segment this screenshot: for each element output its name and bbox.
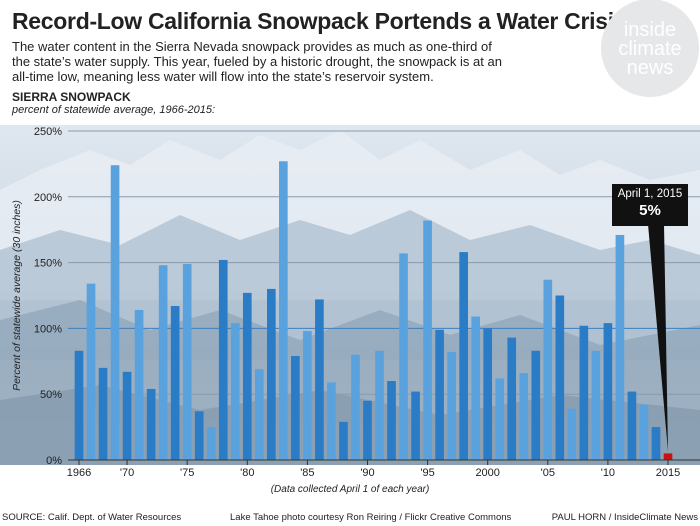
x-tick-label: 2000 — [475, 467, 499, 479]
y-tick-label: 150% — [34, 258, 62, 270]
x-axis-note: (Data collected April 1 of each year) — [270, 484, 430, 495]
bar-1999 — [471, 316, 480, 460]
bar-1968 — [98, 367, 108, 460]
x-tick-label: '05 — [541, 467, 555, 479]
bar-2008 — [579, 325, 589, 460]
bar-1998 — [459, 252, 468, 460]
bar-2000 — [483, 328, 493, 460]
bar-1973 — [158, 265, 168, 460]
bar-2006 — [555, 295, 565, 460]
bar-1980 — [242, 292, 252, 460]
bar-1987 — [327, 382, 336, 460]
y-axis-ticks: 0% 50% 100% 150% 200% 250% — [34, 126, 62, 467]
bar-1983 — [279, 161, 288, 460]
bar-2015 — [663, 453, 673, 460]
logo-line-2: climate — [618, 38, 682, 60]
bar-2001 — [495, 378, 505, 460]
callout-box: April 1, 2015 5% — [612, 184, 688, 226]
bar-1994 — [411, 391, 420, 460]
callout-pointer — [648, 224, 668, 452]
y-tick-label: 200% — [34, 192, 62, 204]
y-axis-label: Percent of statewide average (30 inches) — [11, 200, 23, 391]
section-subtitle: percent of statewide average, 1966-2015: — [12, 104, 216, 116]
y-tick-label: 50% — [40, 389, 62, 401]
x-tick-label: '80 — [240, 467, 254, 479]
bar-2005 — [543, 279, 553, 460]
x-tick-label: '10 — [601, 467, 615, 479]
y-tick-label: 100% — [34, 323, 62, 335]
x-tick-label: '95 — [420, 467, 434, 479]
page-subtitle: The water content in the Sierra Nevada s… — [12, 39, 502, 84]
bar-1984 — [291, 356, 300, 460]
bar-2012 — [627, 391, 637, 460]
bar-2004 — [531, 350, 541, 460]
bar-1995 — [423, 220, 432, 460]
x-tick-label: '75 — [180, 467, 194, 479]
x-tick-label: '85 — [300, 467, 314, 479]
bar-2009 — [591, 350, 601, 460]
bar-1971 — [134, 309, 144, 460]
bars — [74, 161, 673, 460]
x-axis-ticks: 1966 '70 '75 '80 '85 '90 '95 2000 '05 '10 2015 — [67, 460, 680, 479]
bar-1977 — [206, 427, 216, 460]
bar-1989 — [351, 354, 360, 460]
inside-climate-news-logo: inside climate news — [601, 0, 699, 97]
bar-1993 — [399, 253, 408, 460]
x-tick-label: 1966 — [67, 467, 91, 479]
bar-1967 — [86, 283, 96, 460]
bar-1975 — [182, 263, 192, 460]
bar-1974 — [170, 306, 180, 460]
bar-1997 — [447, 352, 456, 460]
bar-2002 — [507, 337, 517, 460]
bar-1970 — [122, 371, 132, 460]
bar-1996 — [435, 329, 444, 460]
x-tick-label: '70 — [120, 467, 134, 479]
bar-1976 — [194, 411, 204, 460]
bar-1979 — [230, 323, 240, 460]
logo-line-3: news — [626, 57, 674, 79]
bar-1985 — [303, 331, 312, 460]
photo-credit: Lake Tahoe photo courtesy Ron Reiring / … — [230, 512, 512, 523]
page-title: Record-Low California Snowpack Portends … — [12, 8, 627, 34]
bar-2013 — [639, 404, 649, 460]
bar-2010 — [603, 323, 613, 460]
bar-1972 — [146, 388, 156, 460]
author-credit: PAUL HORN / InsideClimate News — [551, 512, 698, 523]
logo-line-1: inside — [623, 19, 677, 41]
bar-2003 — [519, 373, 529, 460]
callout-date: April 1, 2015 — [617, 188, 683, 200]
bar-1966 — [74, 350, 84, 460]
bar-1969 — [110, 165, 120, 460]
bar-1990 — [363, 400, 372, 460]
section-title: SIERRA SNOWPACK — [12, 90, 131, 104]
x-tick-label: '90 — [360, 467, 374, 479]
bar-2011 — [615, 234, 625, 460]
bar-2007 — [567, 408, 577, 460]
y-tick-label: 0% — [46, 455, 62, 467]
x-tick-label: 2015 — [656, 467, 680, 479]
y-tick-label: 250% — [34, 126, 62, 138]
source-credit: SOURCE: Calif. Dept. of Water Resources — [2, 512, 182, 523]
bar-1986 — [315, 299, 324, 460]
background-photo — [0, 125, 700, 465]
bar-1981 — [254, 369, 264, 460]
bar-1978 — [218, 259, 228, 460]
bar-2014 — [651, 427, 661, 460]
callout-value: 5% — [639, 202, 661, 219]
bar-1992 — [387, 381, 396, 460]
bar-1988 — [339, 421, 348, 460]
bar-1982 — [267, 288, 276, 460]
bar-1991 — [375, 350, 384, 460]
